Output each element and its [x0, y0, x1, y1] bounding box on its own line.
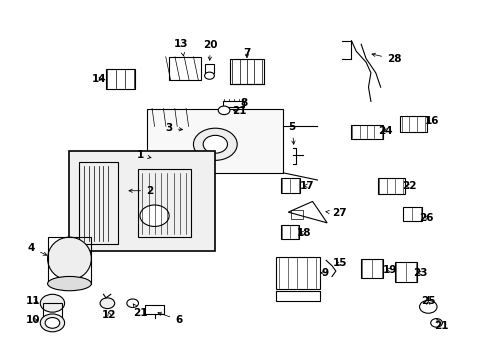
- Bar: [281, 225, 299, 239]
- Text: 1: 1: [136, 150, 151, 160]
- Bar: [69, 152, 215, 251]
- Circle shape: [45, 318, 60, 328]
- Text: 20: 20: [203, 40, 217, 60]
- Text: 23: 23: [412, 268, 427, 278]
- Text: 10: 10: [26, 315, 40, 325]
- Ellipse shape: [47, 276, 91, 291]
- Bar: [79, 162, 118, 244]
- Text: 19: 19: [383, 265, 397, 275]
- Text: 7: 7: [243, 48, 250, 58]
- Text: 21: 21: [433, 319, 448, 332]
- Circle shape: [100, 298, 115, 309]
- Bar: [276, 257, 319, 289]
- Circle shape: [204, 72, 214, 79]
- Text: 28: 28: [371, 53, 401, 64]
- Bar: [169, 57, 201, 80]
- Bar: [377, 178, 404, 194]
- Bar: [144, 305, 164, 314]
- Text: 25: 25: [420, 296, 435, 306]
- Bar: [402, 207, 421, 221]
- Polygon shape: [287, 202, 326, 223]
- Text: 9: 9: [320, 268, 327, 278]
- Circle shape: [218, 106, 229, 114]
- Bar: [47, 237, 91, 284]
- Text: 2: 2: [129, 186, 153, 196]
- Circle shape: [203, 135, 227, 153]
- Text: 16: 16: [424, 116, 438, 126]
- Bar: [351, 125, 382, 139]
- Text: 26: 26: [419, 212, 433, 222]
- Circle shape: [140, 205, 169, 226]
- Circle shape: [40, 314, 64, 332]
- Bar: [394, 262, 416, 282]
- Bar: [222, 102, 244, 107]
- Text: 3: 3: [165, 123, 182, 133]
- Text: 12: 12: [102, 310, 116, 320]
- Bar: [281, 178, 300, 193]
- FancyBboxPatch shape: [147, 109, 283, 173]
- Text: 8: 8: [241, 98, 247, 108]
- Text: 13: 13: [174, 39, 188, 56]
- Text: 18: 18: [296, 228, 310, 238]
- Bar: [42, 303, 62, 318]
- Text: 15: 15: [332, 258, 347, 268]
- Text: 17: 17: [299, 181, 313, 191]
- Bar: [361, 258, 382, 278]
- Bar: [229, 59, 264, 84]
- Circle shape: [193, 128, 237, 160]
- Text: 4: 4: [28, 243, 47, 255]
- Text: 27: 27: [325, 208, 346, 218]
- Text: 21: 21: [232, 106, 246, 116]
- Circle shape: [126, 299, 138, 307]
- Text: 5: 5: [288, 122, 295, 144]
- Text: 21: 21: [132, 304, 147, 318]
- Text: 24: 24: [377, 126, 392, 136]
- Circle shape: [40, 294, 64, 312]
- Bar: [399, 116, 426, 132]
- Text: 6: 6: [158, 312, 182, 325]
- Circle shape: [430, 319, 442, 327]
- Bar: [137, 169, 191, 237]
- Text: 14: 14: [91, 74, 106, 84]
- Bar: [204, 64, 214, 73]
- Ellipse shape: [47, 237, 91, 280]
- Text: 11: 11: [26, 296, 40, 306]
- Text: 22: 22: [402, 181, 416, 191]
- Bar: [106, 69, 135, 89]
- Bar: [290, 210, 302, 219]
- Circle shape: [419, 300, 436, 313]
